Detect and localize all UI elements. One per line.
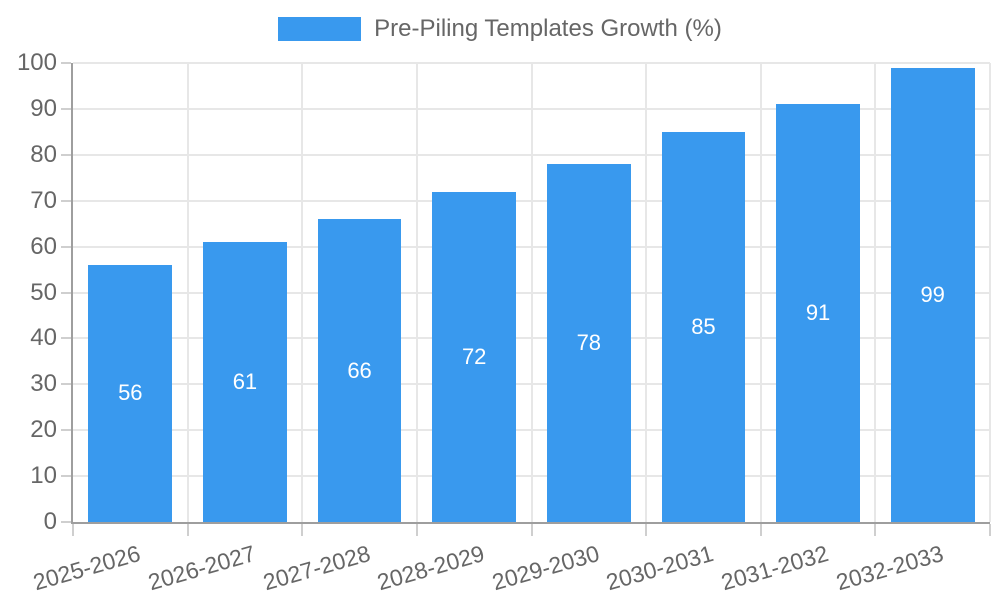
bar-value-label: 56 [118,380,143,406]
bar-2028-2029 [432,191,517,522]
y-tick-label: 40 [30,324,57,352]
gridline-vertical [989,63,991,522]
gridline-vertical [759,63,762,522]
y-tick-label: 30 [30,370,57,398]
x-axis-tick [759,524,762,536]
y-tick-label: 50 [30,278,57,306]
y-tick-label: 60 [30,232,57,260]
chart-legend[interactable]: Pre-Piling Templates Growth (%) [0,15,1000,43]
bar-2027-2028 [317,219,402,522]
gridline-vertical [874,63,877,522]
y-tick-label: 20 [30,416,57,444]
x-tick-label: 2028-2029 [374,540,488,596]
y-tick-label: 0 [43,508,57,535]
x-tick-label: 2026-2027 [145,540,259,596]
bar-2025-2026 [88,264,173,522]
gridline-vertical [645,63,648,522]
y-axis-tick [61,107,71,110]
x-axis-tick [301,524,304,536]
y-axis-line [71,63,73,524]
gridline-vertical [415,63,418,522]
bar-value-label: 78 [576,329,602,355]
x-tick-label: 2029-2030 [489,540,602,596]
bar-value-label: 72 [461,343,487,369]
bar-value-label: 66 [347,357,372,383]
x-axis-tick [530,524,533,536]
x-tick-label: 2031-2032 [718,540,832,596]
y-axis-tick [61,199,71,202]
y-tick-label: 80 [30,140,57,168]
legend-label: Pre-Piling Templates Growth (%) [374,15,722,42]
bar-2031-2032 [776,104,860,522]
y-axis-tick [61,475,71,478]
y-axis-tick [61,291,71,294]
y-axis-tick [61,429,71,432]
bar-value-label: 61 [232,369,258,394]
bar-value-label: 85 [691,313,716,339]
x-axis-tick [989,524,991,536]
x-axis-tick [72,524,74,536]
y-axis-tick [61,383,71,386]
x-axis-line [71,522,990,524]
x-tick-label: 2030-2031 [603,540,717,596]
y-tick-label: 70 [30,186,57,214]
y-axis-tick [61,521,71,523]
bar-2032-2033 [890,67,975,522]
gridline-vertical [186,63,189,522]
y-axis-tick [61,245,71,248]
gridline-vertical [530,63,533,522]
legend-swatch[interactable] [278,17,362,41]
bar-2026-2027 [203,242,287,522]
x-tick-label: 2025-2026 [30,540,144,596]
y-axis-tick [61,62,71,64]
y-tick-label: 90 [30,94,57,122]
bar-2030-2031 [661,131,746,522]
x-axis-tick [874,524,877,536]
y-axis-tick [61,337,71,340]
bar-value-label: 91 [805,300,831,326]
y-axis-tick [61,153,71,156]
x-axis-tick [415,524,418,536]
plot-area: 56 61 66 72 78 85 91 99 [61,62,991,536]
x-tick-label: 2027-2028 [259,540,373,596]
y-tick-label: 100 [16,49,57,76]
gridline-vertical [301,63,304,522]
bar-value-label: 99 [920,281,945,307]
y-tick-label: 10 [30,462,57,490]
bar-2029-2030 [546,163,631,522]
x-tick-label: 2032-2033 [832,540,946,596]
x-axis-tick [186,524,189,536]
x-axis-tick [645,524,648,536]
